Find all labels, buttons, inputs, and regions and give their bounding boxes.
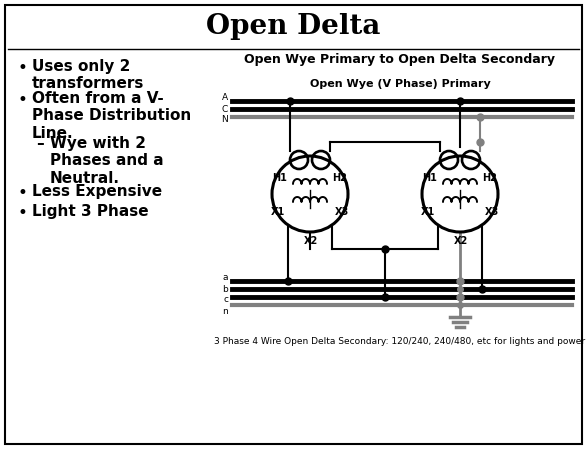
Text: H1: H1 [423, 173, 437, 183]
Text: n: n [222, 307, 228, 316]
Text: X2: X2 [454, 236, 468, 246]
Text: Uses only 2
transformers: Uses only 2 transformers [32, 59, 144, 92]
Text: •: • [18, 184, 28, 202]
FancyBboxPatch shape [5, 5, 582, 444]
Text: Wye with 2
Phases and a
Neutral.: Wye with 2 Phases and a Neutral. [50, 136, 164, 186]
Text: 3 Phase 4 Wire Open Delta Secondary: 120/240, 240/480, etc for lights and power: 3 Phase 4 Wire Open Delta Secondary: 120… [214, 336, 586, 345]
Text: X3: X3 [335, 207, 349, 217]
Text: Less Expensive: Less Expensive [32, 184, 162, 199]
Text: N: N [221, 115, 228, 124]
Text: H1: H1 [272, 173, 288, 183]
Text: X2: X2 [304, 236, 318, 246]
Text: X3: X3 [485, 207, 499, 217]
Text: •: • [18, 59, 28, 77]
Text: Open Wye (V Phase) Primary: Open Wye (V Phase) Primary [309, 79, 490, 89]
Text: A: A [222, 93, 228, 102]
Text: a: a [222, 273, 228, 282]
Text: b: b [222, 285, 228, 294]
Text: X1: X1 [271, 207, 285, 217]
Text: X1: X1 [421, 207, 435, 217]
Text: •: • [18, 91, 28, 109]
Text: c: c [223, 295, 228, 304]
Text: Open Wye Primary to Open Delta Secondary: Open Wye Primary to Open Delta Secondary [245, 53, 555, 66]
Text: Open Delta: Open Delta [206, 13, 380, 40]
Text: C: C [222, 105, 228, 114]
Text: Often from a V-
Phase Distribution
Line.: Often from a V- Phase Distribution Line. [32, 91, 191, 141]
Text: H2: H2 [333, 173, 348, 183]
Text: H2: H2 [483, 173, 497, 183]
Text: •: • [18, 204, 28, 222]
Text: Light 3 Phase: Light 3 Phase [32, 204, 149, 219]
Text: –: – [36, 136, 44, 151]
